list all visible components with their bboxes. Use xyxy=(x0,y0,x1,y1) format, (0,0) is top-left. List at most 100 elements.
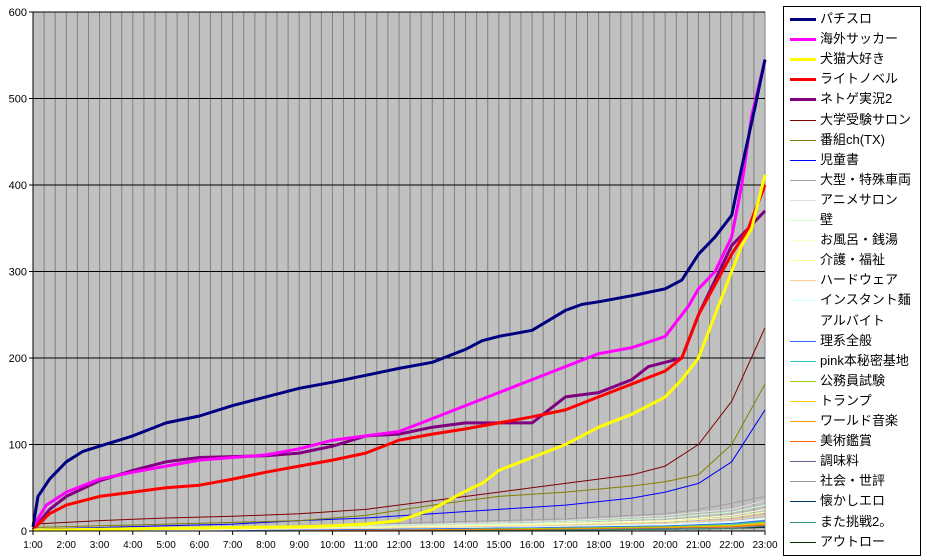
legend-swatch xyxy=(790,380,816,382)
legend-label: 公務員試験 xyxy=(820,372,886,388)
legend-swatch xyxy=(790,179,816,181)
legend-label: 美術鑑賞 xyxy=(820,433,873,449)
legend-item: アニメサロン xyxy=(788,190,920,210)
legend-item: 調味料 xyxy=(788,451,920,471)
legend-label: ワールド音楽 xyxy=(820,413,899,428)
x-tick-label: 9:00 xyxy=(289,540,309,551)
legend-swatch xyxy=(790,320,816,322)
x-tick-label: 14:00 xyxy=(453,540,478,551)
legend-item: ライトノベル xyxy=(788,69,920,89)
legend-label: アニメサロン xyxy=(820,191,898,207)
legend-item: トランプ xyxy=(788,391,920,411)
y-tick-label: 600 xyxy=(9,7,27,19)
x-tick-label: 13:00 xyxy=(420,540,445,551)
x-tick-label: 18:00 xyxy=(586,540,611,551)
legend-label: インスタント麺 xyxy=(820,292,911,308)
y-tick-label: 500 xyxy=(9,94,27,106)
legend-label: 懐かしエロ xyxy=(820,493,886,509)
legend-item: 児童書 xyxy=(788,150,920,170)
x-tick-label: 8:00 xyxy=(256,540,276,551)
legend-swatch xyxy=(790,400,816,402)
legend-swatch xyxy=(790,461,816,463)
legend-item: 懐かしエロ xyxy=(788,491,920,511)
legend-swatch xyxy=(790,98,816,102)
series-line-3 xyxy=(31,184,767,531)
legend-label: 介護・福祉 xyxy=(820,252,886,268)
legend-item: アルバイト xyxy=(788,311,920,331)
legend-swatch xyxy=(790,139,816,141)
x-tick-label: 11:00 xyxy=(354,540,379,551)
legend-label: 壁 xyxy=(820,212,834,227)
legend-item: お風呂・銭湯 xyxy=(788,230,920,250)
y-tick-label: 400 xyxy=(9,180,27,192)
legend-label: 番組ch(TX) xyxy=(820,131,886,147)
series-line-0 xyxy=(31,59,767,527)
legend-label: ネトゲ実況2 xyxy=(820,91,893,107)
y-tick-label: 100 xyxy=(9,440,27,452)
x-tick-label: 21:00 xyxy=(686,540,711,551)
legend-item: パチスロ xyxy=(788,9,920,29)
legend-item: pink本秘密基地 xyxy=(788,351,920,371)
legend-swatch xyxy=(790,220,816,221)
legend-item: 大型・特殊車両 xyxy=(788,170,920,190)
y-tick-label: 300 xyxy=(9,267,27,279)
legend-item: 海外サッカー xyxy=(788,29,920,49)
legend-item: 大学受験サロン xyxy=(788,110,920,130)
y-tick-label: 200 xyxy=(9,353,27,365)
x-tick-label: 17:00 xyxy=(553,540,578,551)
legend-swatch xyxy=(790,18,816,21)
legend-swatch xyxy=(790,300,816,302)
legend-label: 調味料 xyxy=(820,453,860,469)
legend-swatch xyxy=(790,441,816,443)
legend-item: インスタント麺 xyxy=(788,290,920,310)
legend-label: 児童書 xyxy=(820,151,860,167)
x-axis: 1:00 2:00 3:00 4:00 5:00 6:00 7:00 8:00 9:00 10:0… xyxy=(23,530,778,551)
legend-swatch xyxy=(790,78,816,82)
legend-item: 壁 xyxy=(788,210,920,230)
legend-label: 大学受験サロン xyxy=(820,111,912,127)
line-chart: 0 100 200 300 400 500 600 1:00 2:00 3:00 4:00 5:00… xyxy=(9,7,778,551)
y-tick-label: 0 xyxy=(21,526,27,538)
legend-swatch xyxy=(790,481,816,483)
legend-swatch xyxy=(790,280,816,282)
legend-item: 公務員試験 xyxy=(788,371,920,391)
legend-item: 美術鑑賞 xyxy=(788,431,920,451)
series-lines xyxy=(31,59,767,532)
x-tick-label: 2:00 xyxy=(57,540,77,551)
legend-label: トランプ xyxy=(820,392,872,408)
legend-swatch xyxy=(790,521,816,523)
legend-item: 犬猫大好き xyxy=(788,49,920,69)
legend-label: パチスロ xyxy=(820,11,873,26)
series-line-7 xyxy=(32,409,766,530)
legend-swatch xyxy=(790,360,816,362)
legend-label: pink本秘密基地 xyxy=(820,352,909,368)
x-tick-label: 22:00 xyxy=(719,540,744,551)
legend-swatch xyxy=(790,541,816,543)
legend-swatch xyxy=(790,58,816,62)
legend-label: ハードウェア xyxy=(820,272,899,288)
x-tick-label: 5:00 xyxy=(156,540,176,551)
x-tick-label: 6:00 xyxy=(190,540,210,551)
legend-label: また挑戦2。 xyxy=(820,513,893,529)
legend: パチスロ海外サッカー 犬猫大好きライトノベル ネトゲ実況2 大学受験サロン 番組ch(T… xyxy=(783,6,921,556)
legend-label: 理系全般 xyxy=(820,332,873,348)
legend-swatch xyxy=(790,240,816,242)
legend-item: ハードウェア xyxy=(788,270,920,290)
legend-label: 社会・世評 xyxy=(820,473,886,489)
x-tick-label: 12:00 xyxy=(386,540,411,551)
legend-item: ネトゲ実況2 xyxy=(788,89,920,109)
legend-swatch xyxy=(790,340,816,342)
legend-item: また挑戦2。 xyxy=(788,512,920,532)
legend-label: 大型・特殊車両 xyxy=(820,171,912,187)
legend-item: ワールド音楽 xyxy=(788,411,920,431)
grid-lines xyxy=(33,11,765,531)
legend-label: お風呂・銭湯 xyxy=(820,232,899,248)
legend-item: 社会・世評 xyxy=(788,471,920,491)
series-line-2 xyxy=(32,174,767,532)
legend-item: 介護・福祉 xyxy=(788,250,920,270)
x-tick-label: 7:00 xyxy=(223,540,243,551)
legend-label: アウトロー xyxy=(820,533,886,549)
legend-swatch xyxy=(790,501,816,503)
legend-label: ライトノベル xyxy=(820,71,899,87)
legend-swatch xyxy=(790,199,816,201)
